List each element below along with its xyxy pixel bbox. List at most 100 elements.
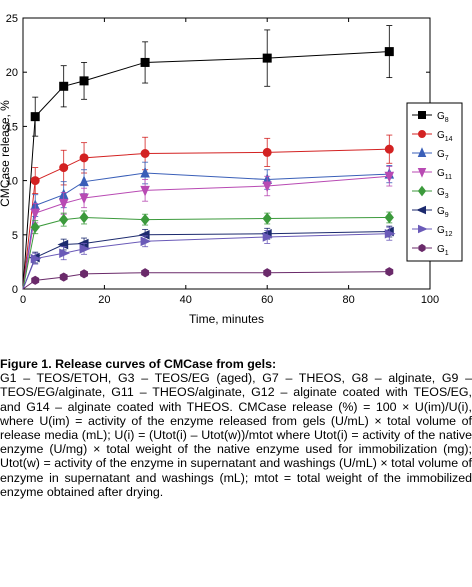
legend-marker	[418, 130, 426, 138]
data-point	[262, 181, 272, 193]
x-tick-label: 80	[342, 294, 354, 306]
data-point	[59, 163, 69, 173]
data-point	[262, 232, 274, 242]
x-axis-label: Time, minutes	[189, 312, 264, 326]
y-tick-label: 20	[6, 67, 18, 79]
legend-label: G7	[437, 149, 449, 162]
legend-marker	[416, 205, 426, 215]
series-line	[22, 231, 390, 290]
legend-label-main: G	[437, 225, 445, 236]
legend-marker	[417, 168, 427, 178]
y-axis-label: CMCase release, %	[0, 100, 12, 207]
legend-marker	[418, 111, 426, 119]
series-line	[22, 271, 390, 290]
data-point	[59, 213, 69, 226]
y-tick-label: 5	[12, 230, 18, 242]
series-line	[22, 216, 390, 290]
legend-label-main: G	[437, 206, 445, 217]
legend-label-sub: 3	[445, 193, 449, 200]
legend-label-sub: 7	[445, 155, 449, 162]
data-point	[59, 81, 69, 91]
x-tick-label: 40	[180, 294, 192, 306]
legend-label-sub: 8	[445, 117, 449, 124]
series-g11	[22, 166, 395, 290]
data-point	[30, 176, 40, 186]
series-g3	[22, 210, 394, 290]
legend-item-g7: G7	[412, 147, 449, 162]
legend-label-main: G	[437, 149, 445, 160]
y-tick-label: 25	[6, 13, 18, 25]
figure-caption: Figure 1. Release curves of CMCase from …	[0, 357, 472, 499]
legend-label: G1	[437, 244, 449, 257]
legend-label-sub: 9	[445, 212, 449, 219]
legend-label: G3	[437, 187, 449, 200]
legend-item-g12: G12	[412, 224, 453, 238]
data-point	[140, 149, 150, 158]
data-point	[262, 147, 272, 157]
legend-label: G8	[437, 111, 449, 124]
data-point	[385, 267, 394, 277]
data-point	[384, 47, 394, 57]
x-tick-label: 60	[261, 294, 273, 306]
y-tick-label: 10	[6, 176, 18, 188]
legend-label: G12	[437, 225, 453, 238]
legend-label-main: G	[437, 244, 445, 255]
legend-item-g1: G1	[412, 243, 449, 257]
x-tick-label: 0	[20, 294, 26, 306]
legend-marker	[417, 185, 427, 197]
release-chart: 0 20 40 60 80 100 0 5 10 15 20 25 Time, minutes CMCas…	[0, 13, 463, 326]
legend-label: G11	[437, 168, 452, 181]
data-point	[140, 236, 152, 247]
series-g7	[22, 161, 395, 290]
data-point	[59, 248, 70, 258]
legend-label: G9	[437, 206, 449, 219]
data-point	[30, 253, 42, 264]
data-point	[384, 228, 396, 239]
data-point	[79, 244, 91, 254]
legend-label-sub: 14	[445, 136, 453, 143]
data-point	[30, 112, 40, 122]
legend-label: G14	[437, 130, 453, 143]
data-point	[79, 76, 89, 86]
caption-title: Figure 1. Release curves of CMCase from …	[0, 357, 277, 371]
x-tick-label: 20	[98, 294, 110, 306]
x-tick-label: 100	[421, 294, 439, 306]
legend-item-g3: G3	[412, 185, 449, 200]
caption-body: G1 – TEOS/ETOH, G3 – TEOS/EG (aged), G7 …	[0, 371, 472, 499]
legend-item-g9: G9	[412, 205, 449, 219]
y-tick-label: 15	[6, 121, 18, 133]
y-tick-label: 0	[12, 284, 18, 296]
legend-label-main: G	[437, 168, 445, 179]
data-point	[79, 211, 89, 224]
data-point	[57, 239, 69, 250]
data-point	[31, 275, 40, 285]
data-point	[30, 221, 40, 234]
data-point	[79, 193, 89, 205]
legend-marker	[417, 147, 427, 157]
series-g1	[22, 267, 394, 290]
legend-label-sub: 1	[445, 250, 449, 257]
series-line	[22, 233, 390, 290]
series-g8	[22, 25, 394, 290]
legend-box	[406, 102, 463, 262]
data-point	[384, 211, 394, 224]
legend-item-g14: G14	[412, 130, 453, 143]
data-point	[384, 171, 395, 183]
data-point	[140, 57, 150, 67]
data-point	[58, 198, 69, 210]
data-point	[140, 166, 150, 178]
data-point	[140, 185, 150, 197]
legend-label-sub: 11	[445, 174, 452, 181]
legend-marker	[418, 224, 428, 234]
series-g14	[22, 134, 394, 290]
data-point	[141, 268, 150, 278]
series-line	[22, 51, 390, 290]
data-point	[384, 144, 394, 154]
data-point	[262, 53, 272, 63]
legend-item-g8: G8	[412, 111, 449, 124]
data-point	[59, 272, 68, 282]
legend-item-g11: G11	[412, 168, 452, 181]
legend-label-sub: 12	[445, 231, 453, 238]
data-point	[79, 175, 89, 187]
